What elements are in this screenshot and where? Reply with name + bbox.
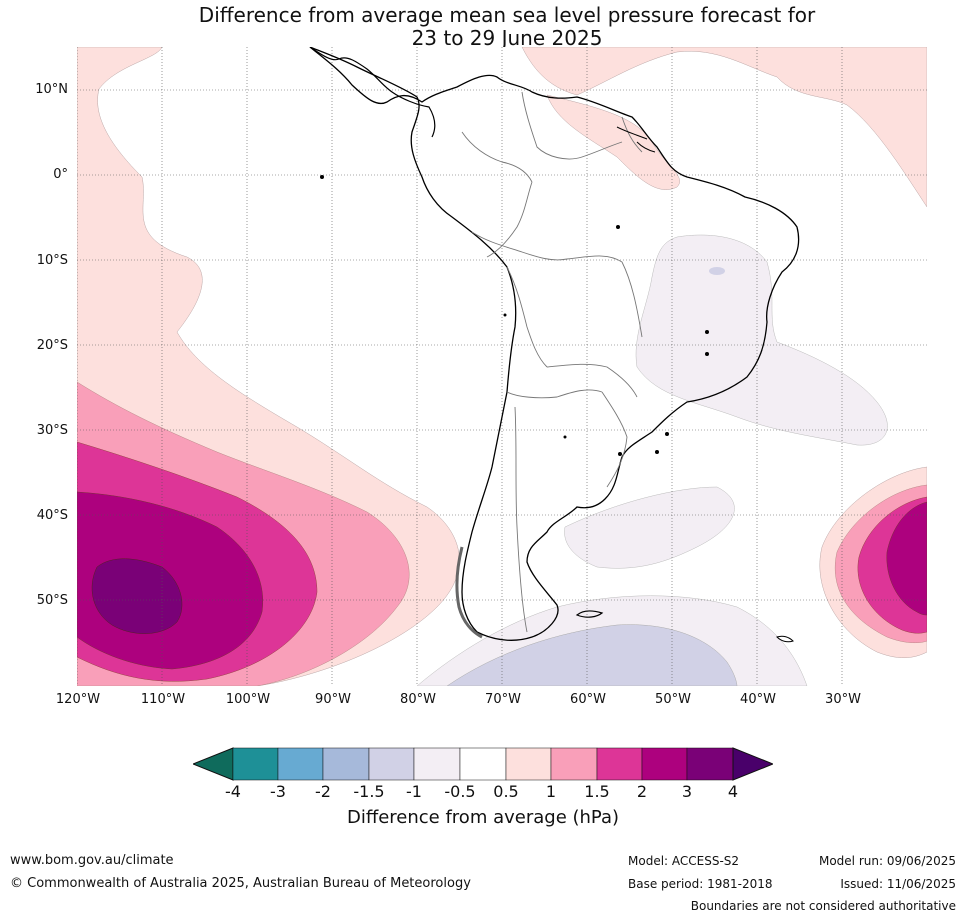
anomaly-neg-0-5-to-neg-1-east bbox=[635, 234, 888, 446]
disclaimer-text: Boundaries are not considered authoritat… bbox=[690, 899, 956, 913]
caribbean-islands bbox=[616, 126, 656, 153]
colorbar-segment-0-5-1 bbox=[505, 747, 552, 781]
lon-label-70w: 70°W bbox=[485, 692, 521, 707]
colorbar-tick: -2 bbox=[315, 782, 331, 801]
lon-label-60w: 60°W bbox=[570, 692, 606, 707]
anomaly-3-to-4-west bbox=[91, 558, 183, 634]
lon-label-80w: 80°W bbox=[400, 692, 436, 707]
lon-label-100w: 100°W bbox=[225, 692, 271, 707]
colorbar-segment-neg4-neg3 bbox=[232, 747, 279, 781]
anomaly-neg-1-to-neg-1-5-brazil bbox=[709, 267, 725, 275]
title-line-2: 23 to 29 June 2025 bbox=[411, 26, 603, 50]
anomaly-0-5-to-1-northeast bbox=[521, 47, 927, 208]
small-islands bbox=[320, 175, 709, 456]
colorbar-segment-neg2-neg1-5 bbox=[322, 747, 370, 781]
lat-label-10n: 10°N bbox=[35, 82, 68, 97]
colorbar-tick: 0.5 bbox=[493, 782, 519, 801]
lat-label-30s: 30°S bbox=[36, 423, 68, 438]
colorbar-tick: -1.5 bbox=[353, 782, 385, 801]
country-borders bbox=[461, 91, 643, 633]
model-run-text: Model run: 09/06/2025 bbox=[818, 854, 956, 868]
colorbar-extend-high bbox=[732, 747, 773, 781]
central-america-coastline bbox=[309, 47, 436, 138]
colorbar-segment-neg1-5-neg1 bbox=[368, 747, 415, 781]
title-line-1: Difference from average mean sea level p… bbox=[198, 3, 816, 27]
colorbar-tick: -1 bbox=[406, 782, 422, 801]
lon-label-50w: 50°W bbox=[655, 692, 691, 707]
colorbar bbox=[193, 747, 773, 781]
colorbar-segment-neg1-neg0-5 bbox=[413, 747, 461, 781]
lon-label-90w: 90°W bbox=[315, 692, 351, 707]
colorbar-segment-neg3-neg2 bbox=[277, 747, 324, 781]
issued-text: Issued: 11/06/2025 bbox=[840, 877, 956, 891]
lon-label-110w: 110°W bbox=[140, 692, 186, 707]
colorbar-segment-1-5-2 bbox=[596, 747, 643, 781]
colorbar-title: Difference from average (hPa) bbox=[346, 807, 620, 828]
colorbar-tick: 1 bbox=[545, 782, 557, 801]
lon-label-40w: 40°W bbox=[740, 692, 776, 707]
colorbar-tick: 4 bbox=[727, 782, 739, 801]
lon-label-120w: 120°W bbox=[55, 692, 101, 707]
map-svg bbox=[77, 47, 927, 686]
south-georgia bbox=[776, 635, 794, 643]
chile-fjords bbox=[455, 546, 483, 639]
colorbar-segment-2-3 bbox=[641, 747, 688, 781]
colorbar-segment-neg0-5-0-5 bbox=[459, 747, 507, 781]
colorbar-tick: -0.5 bbox=[444, 782, 476, 801]
website-link[interactable]: www.bom.gov.au/climate bbox=[10, 853, 174, 868]
graticule bbox=[77, 47, 927, 686]
lon-label-30w: 30°W bbox=[825, 692, 861, 707]
colorbar-tick: -3 bbox=[270, 782, 286, 801]
colorbar-segment-3-4 bbox=[686, 747, 734, 781]
pressure-anomaly-map bbox=[77, 47, 927, 686]
lat-label-0: 0° bbox=[53, 167, 68, 182]
base-period-text: Base period: 1981-2018 bbox=[628, 877, 773, 891]
lat-label-20s: 20°S bbox=[36, 338, 68, 353]
colorbar-tick: 1.5 bbox=[584, 782, 610, 801]
falkland-islands bbox=[575, 610, 604, 618]
colorbar-tick: -4 bbox=[225, 782, 241, 801]
map-title: Difference from average mean sea level p… bbox=[0, 4, 965, 50]
lat-label-50s: 50°S bbox=[36, 593, 68, 608]
lat-label-10s: 10°S bbox=[36, 253, 68, 268]
anomaly-0-5-to-1-caribbean bbox=[546, 94, 680, 190]
copyright-text: © Commonwealth of Australia 2025, Austra… bbox=[10, 876, 471, 891]
anomaly-neg-1-to-neg-1-5-south bbox=[446, 624, 738, 686]
anomaly-2-to-3-east bbox=[886, 501, 927, 616]
model-text: Model: ACCESS-S2 bbox=[628, 854, 740, 868]
anomaly-neg-0-5-to-neg-1-south bbox=[564, 486, 735, 569]
colorbar-extend-low bbox=[193, 747, 234, 781]
colorbar-segment-1-1-5 bbox=[550, 747, 598, 781]
colorbar-tick: 3 bbox=[681, 782, 693, 801]
colorbar-tick: 2 bbox=[636, 782, 648, 801]
lat-label-40s: 40°S bbox=[36, 508, 68, 523]
